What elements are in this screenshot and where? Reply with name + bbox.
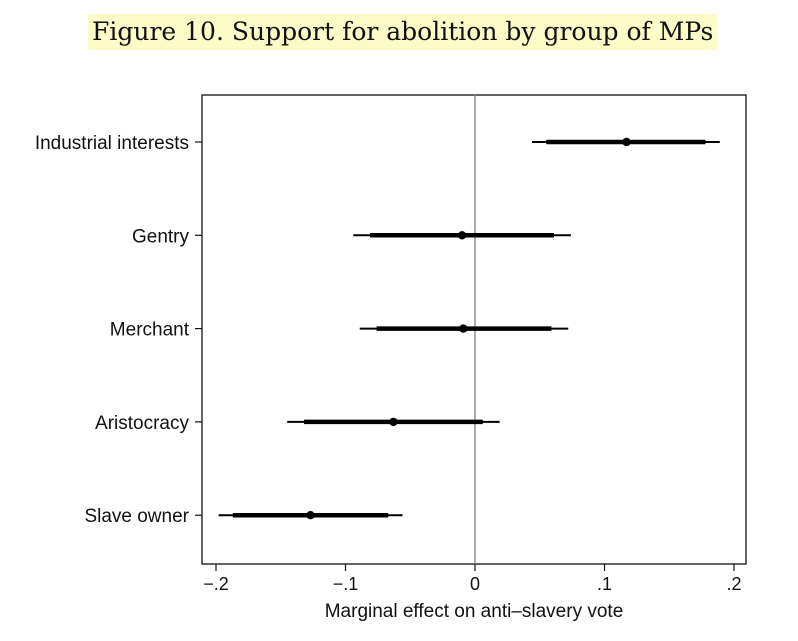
x-tick-label: −.2 [203,574,229,594]
coefficient-row [218,511,403,520]
y-category-label: Industrial interests [35,133,189,154]
x-tick-label: 0 [470,574,480,594]
y-category-label: Slave owner [84,506,189,527]
plot-frame [201,94,747,565]
coefficient-row [353,231,571,240]
y-category-label: Gentry [132,226,190,247]
y-category-label: Merchant [110,320,190,341]
y-category-label: Aristocracy [95,413,189,434]
coefficient-row [287,417,500,427]
point-estimate [459,324,468,333]
point-estimate [457,231,467,240]
point-estimate [306,511,315,520]
figure-title: Figure 10. Support for abolition by grou… [88,14,718,50]
point-estimate [622,137,631,147]
coefficient-row [531,137,720,147]
point-estimate [389,417,398,427]
x-axis-label: Marginal effect on anti–slavery vote [325,601,624,622]
x-tick-label: −.1 [333,574,359,594]
x-tick-label: .1 [597,574,612,594]
coefficient-row [359,324,569,333]
x-tick-label: .2 [726,574,741,594]
